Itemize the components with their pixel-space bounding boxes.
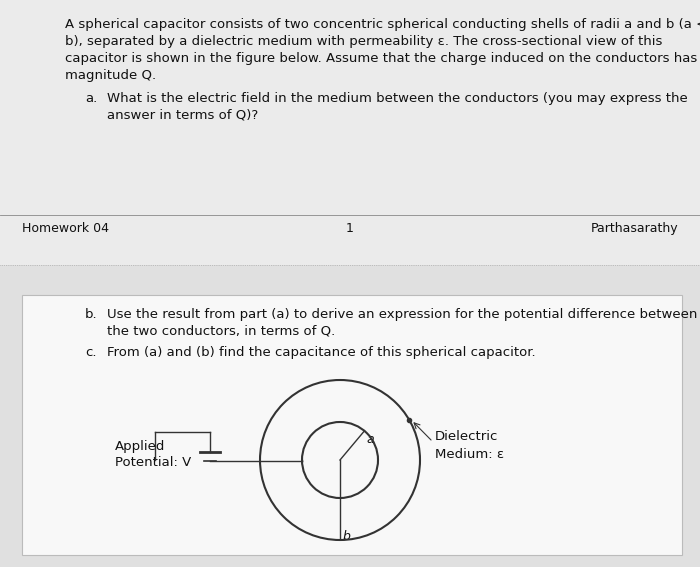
Text: Medium: ε: Medium: ε (435, 448, 504, 461)
Text: What is the electric field in the medium between the conductors (you may express: What is the electric field in the medium… (107, 92, 687, 105)
Text: answer in terms of Q)?: answer in terms of Q)? (107, 109, 258, 122)
Text: magnitude Q.: magnitude Q. (65, 69, 156, 82)
Text: A spherical capacitor consists of two concentric spherical conducting shells of : A spherical capacitor consists of two co… (65, 18, 700, 31)
Text: Use the result from part (a) to derive an expression for the potential differenc: Use the result from part (a) to derive a… (107, 308, 697, 321)
Text: b), separated by a dielectric medium with permeability ε. The cross-sectional vi: b), separated by a dielectric medium wit… (65, 35, 662, 48)
Text: the two conductors, in terms of Q.: the two conductors, in terms of Q. (107, 325, 335, 338)
Bar (0, 265, 700, 567)
Text: a: a (366, 433, 374, 446)
Text: capacitor is shown in the figure below. Assume that the charge induced on the co: capacitor is shown in the figure below. … (65, 52, 697, 65)
Text: Potential: V: Potential: V (115, 456, 191, 469)
Text: a.: a. (85, 92, 97, 105)
Text: Dielectric: Dielectric (435, 430, 498, 443)
Text: Applied: Applied (115, 440, 165, 453)
Text: b.: b. (85, 308, 97, 321)
Text: Homework 04: Homework 04 (22, 222, 109, 235)
Text: 1: 1 (346, 222, 354, 235)
Bar (22, 295, 682, 555)
Text: b: b (343, 530, 351, 543)
Text: Parthasarathy: Parthasarathy (590, 222, 678, 235)
Text: c.: c. (85, 346, 97, 359)
Text: From (a) and (b) find the capacitance of this spherical capacitor.: From (a) and (b) find the capacitance of… (107, 346, 536, 359)
Bar (0, 0, 700, 265)
